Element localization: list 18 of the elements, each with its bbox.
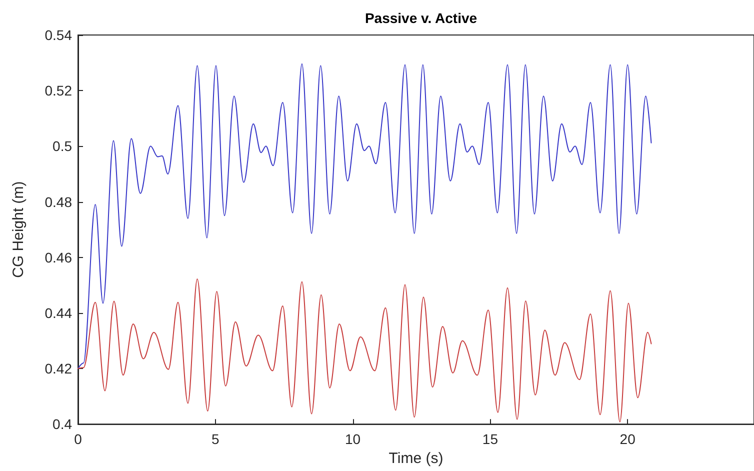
y-tick-label: 0.42 (44, 360, 72, 377)
y-tick-label: 0.54 (44, 27, 72, 43)
x-tick-label: 5 (212, 431, 220, 448)
line-series (78, 63, 652, 370)
y-tick-label: 0.4 (52, 416, 72, 432)
x-tick-label: 15 (482, 431, 498, 448)
line-series (78, 278, 652, 422)
y-tick-label: 0.52 (44, 82, 72, 99)
y-axis-title: CG Height (m) (10, 181, 27, 278)
y-tick-label: 0.46 (44, 249, 72, 266)
chart-title: Passive v. Active (364, 10, 478, 26)
y-tick-label: 0.5 (52, 138, 72, 154)
x-axis-title: Time (s) (388, 450, 444, 467)
x-tick-label: 20 (620, 431, 636, 448)
y-tick-label: 0.44 (44, 304, 72, 321)
y-tick-label: 0.48 (44, 194, 72, 210)
x-tick-label: 10 (345, 431, 361, 448)
x-tick-label: 0 (74, 431, 82, 448)
